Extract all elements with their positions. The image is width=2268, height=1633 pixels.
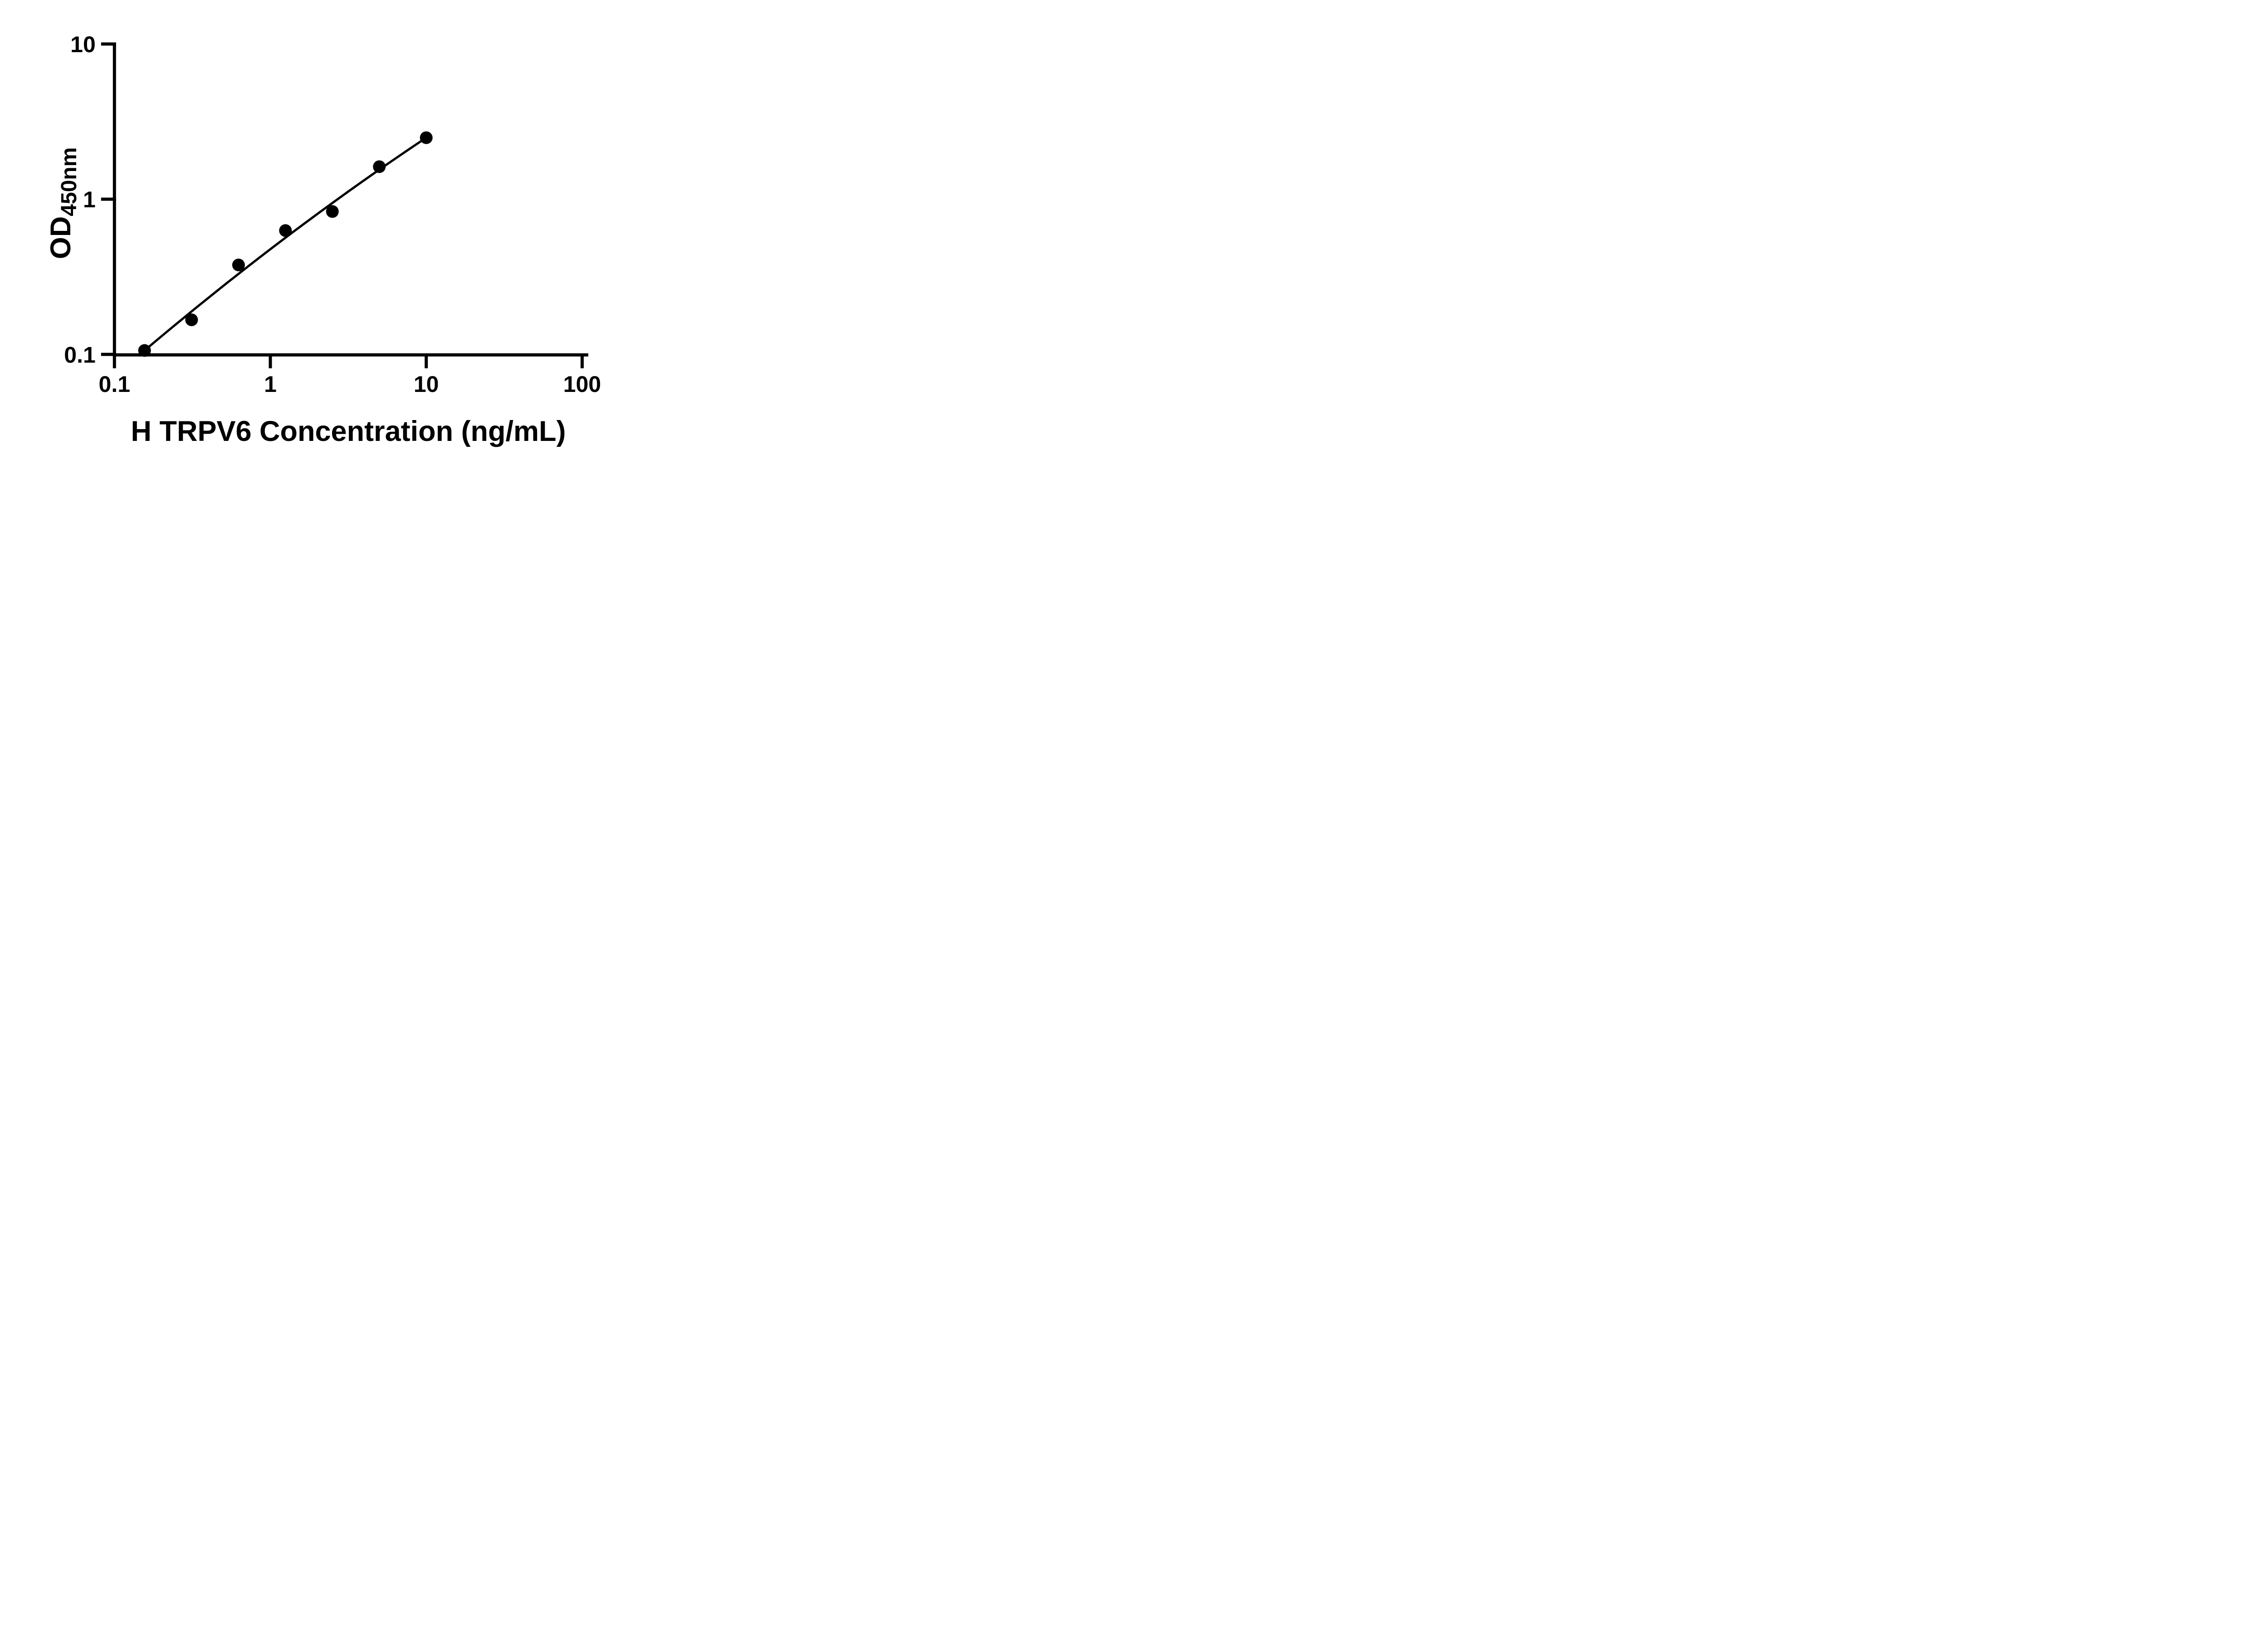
data-point-1 — [138, 344, 151, 357]
y-axis-title-main: OD — [45, 216, 77, 259]
data-point-2 — [185, 313, 198, 327]
data-point-4 — [279, 224, 292, 237]
x-tick-label-100: 100 — [563, 372, 601, 397]
data-point-5 — [326, 205, 339, 218]
data-point-6 — [373, 160, 386, 173]
x-tick-label-10: 10 — [414, 372, 439, 397]
y-axis-title: OD450nm — [44, 147, 81, 259]
trend-line — [144, 137, 427, 352]
y-tick-label-0.1: 0.1 — [64, 342, 96, 367]
y-axis-title-subscript: 450nm — [57, 147, 81, 216]
data-point-3 — [232, 259, 245, 272]
plot-area: 0.1 1 10 0.1 1 10 100 — [64, 32, 601, 397]
y-tick-label-1: 1 — [83, 187, 96, 212]
data-point-7 — [420, 131, 433, 144]
x-tick-label-0.1: 0.1 — [99, 372, 131, 397]
x-axis-title: H TRPV6 Concentration (ng/mL) — [131, 416, 566, 447]
x-tick-label-1: 1 — [264, 372, 277, 397]
y-tick-label-10: 10 — [70, 32, 96, 57]
elisa-standard-curve-figure: 0.1 1 10 0.1 1 10 100 OD450nm H TRPV6 Concentr… — [0, 0, 653, 467]
